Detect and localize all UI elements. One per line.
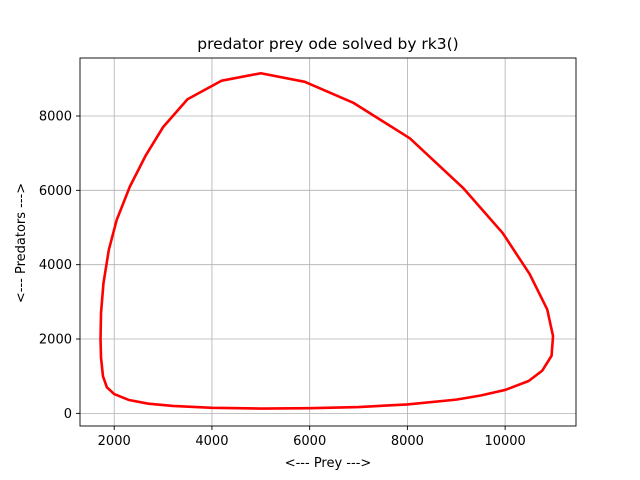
x-tick-label: 4000	[195, 434, 228, 449]
x-tick-label: 10000	[484, 434, 525, 449]
y-axis-label: <--- Predators --->	[14, 183, 29, 303]
y-tick-label: 6000	[39, 184, 72, 199]
y-tick-label: 8000	[39, 109, 72, 124]
y-tick-label: 2000	[39, 333, 72, 348]
axes-background	[80, 58, 576, 426]
x-tick-label: 2000	[98, 434, 131, 449]
x-axis-label: <--- Prey --->	[285, 456, 372, 471]
y-tick-label: 4000	[39, 258, 72, 273]
y-tick-label: 0	[64, 407, 72, 422]
chart-title: predator prey ode solved by rk3()	[197, 35, 458, 53]
plot-area: 2000 4000 6000 8000 10000 0 2000 4000 6000 8000	[39, 57, 577, 449]
axes-frame	[79, 57, 577, 427]
x-tick-label: 6000	[293, 434, 326, 449]
series-line	[99, 71, 555, 410]
x-tick-label: 8000	[391, 434, 424, 449]
